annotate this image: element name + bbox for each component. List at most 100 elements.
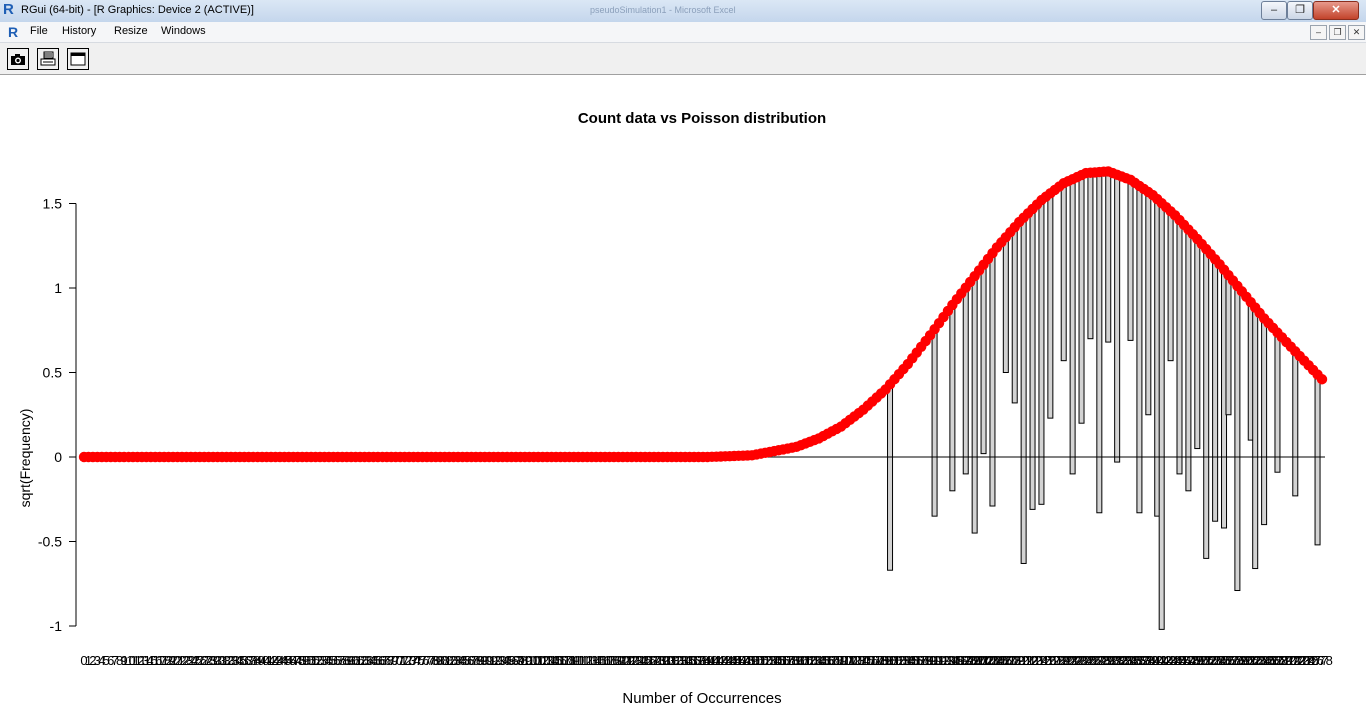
toolbar: [0, 43, 1366, 75]
x-tick-label: 90: [478, 653, 492, 668]
x-tick-label: 210: [1008, 653, 1030, 668]
x-tick-label: 265: [1253, 653, 1275, 668]
x-tick-label: 221: [1057, 653, 1079, 668]
y-tick-label: 0: [54, 449, 62, 465]
menu-history[interactable]: History: [62, 25, 97, 37]
x-tick-label: 253: [1200, 653, 1222, 668]
menu-resize[interactable]: Resize: [114, 25, 148, 37]
x-tick-label: 105: [541, 653, 563, 668]
menu-windows[interactable]: Windows: [161, 25, 206, 37]
x-tick-label: 230: [1097, 653, 1119, 668]
print-button[interactable]: [37, 48, 59, 70]
x-tick-label: 71: [393, 653, 407, 668]
x-tick-label: 3: [94, 653, 101, 668]
x-tick-label: 28: [201, 653, 215, 668]
x-tick-label: 231: [1102, 653, 1124, 668]
menu-file[interactable]: File: [30, 25, 48, 37]
x-tick-label: 198: [955, 653, 977, 668]
x-tick-label: 20: [166, 653, 180, 668]
x-tick-label: 76: [415, 653, 429, 668]
x-tick-label: 211: [1013, 653, 1034, 668]
x-tick-label: 136: [679, 653, 701, 668]
background-window-title: pseudoSimulation1 - Microsoft Excel: [590, 5, 736, 15]
x-tick-label: 268: [1267, 653, 1289, 668]
x-tick-label: 262: [1240, 653, 1262, 668]
x-tick-label: 154: [759, 653, 781, 668]
minimize-button[interactable]: –: [1261, 1, 1287, 20]
x-tick-label: 48: [291, 653, 305, 668]
x-tick-label: 5: [103, 653, 110, 668]
close-button[interactable]: ✕: [1313, 1, 1359, 20]
x-tick-label: 110: [563, 653, 584, 668]
mdi-restore-button[interactable]: ❐: [1329, 25, 1346, 40]
x-tick-label: 155: [763, 653, 785, 668]
observed-bar: [962, 287, 969, 475]
x-tick-label: 246: [1169, 653, 1191, 668]
observed-bars: [84, 170, 1325, 630]
observed-bar: [1212, 258, 1219, 522]
x-tick-label: 224: [1071, 653, 1093, 668]
copy-metafile-button[interactable]: [7, 48, 29, 70]
x-tick-label: 245: [1164, 653, 1186, 668]
x-tick-label: 49: [295, 653, 309, 668]
observed-bar: [1096, 171, 1103, 514]
x-tick-label: 45: [277, 653, 291, 668]
x-tick-label: 251: [1191, 653, 1213, 668]
r-document-icon[interactable]: R: [8, 24, 19, 40]
x-tick-label: 261: [1235, 653, 1257, 668]
x-tick-label: 275: [1298, 653, 1320, 668]
x-tick-label: 186: [901, 653, 923, 668]
x-tick-label: 190: [919, 653, 941, 668]
x-tick-label: 164: [803, 653, 825, 668]
x-tick-label: 61: [348, 653, 362, 668]
x-tick-label: 141: [701, 653, 723, 668]
x-tick-label: 156: [768, 653, 790, 668]
x-tick-label: 51: [304, 653, 318, 668]
observed-bar: [1292, 350, 1299, 497]
x-tick-label: 13: [135, 653, 149, 668]
x-tick-label: 96: [504, 653, 518, 668]
observed-bar: [989, 252, 996, 507]
x-tick-label: 218: [1044, 653, 1066, 668]
observed-bar: [1087, 172, 1094, 340]
maximize-button[interactable]: ❐: [1287, 1, 1313, 20]
y-axis: -1 -0.5 0 0.5 1 1.5: [38, 196, 77, 634]
x-tick-label: 248: [1178, 653, 1200, 668]
x-tick-label: 103: [532, 653, 554, 668]
x-tick-label: 255: [1209, 653, 1231, 668]
x-tick-label: 64: [362, 653, 376, 668]
x-tick-label: 83: [446, 653, 460, 668]
x-tick-label: 165: [808, 653, 830, 668]
x-tick-label: 149: [737, 653, 759, 668]
x-tick-label: 38: [246, 653, 260, 668]
x-tick-label: 178: [866, 653, 888, 668]
mdi-close-button[interactable]: ✕: [1348, 25, 1365, 40]
x-tick-label: 134: [670, 653, 692, 668]
observed-bar: [1127, 179, 1134, 341]
x-tick-label: 267: [1262, 653, 1284, 668]
x-tick-label: 6: [107, 653, 114, 668]
x-tick-label: 162: [795, 653, 817, 668]
x-tick-label: 258: [1222, 653, 1244, 668]
x-tick-label: 263: [1244, 653, 1266, 668]
mdi-minimize-button[interactable]: –: [1310, 25, 1327, 40]
x-tick-label: 203: [977, 653, 999, 668]
x-tick-label: 95: [500, 653, 514, 668]
window-title: RGui (64-bit) - [R Graphics: Device 2 (A…: [21, 4, 254, 16]
x-tick-label: 259: [1227, 653, 1249, 668]
x-tick-label: 159: [781, 653, 803, 668]
x-tick-label: 30: [210, 653, 224, 668]
new-window-button[interactable]: [67, 48, 89, 70]
x-tick-label: 274: [1293, 653, 1315, 668]
x-tick-label: 209: [1004, 653, 1026, 668]
x-tick-label: 52: [308, 653, 322, 668]
x-tick-label: 66: [371, 653, 385, 668]
x-tick-label: 234: [1115, 653, 1137, 668]
x-tick-label: 278: [1311, 653, 1333, 668]
x-tick-label: 130: [652, 653, 674, 668]
x-tick-label: 194: [937, 653, 959, 668]
x-tick-label: 138: [688, 653, 710, 668]
x-tick-label: 67: [375, 653, 389, 668]
x-tick-label: 269: [1271, 653, 1293, 668]
x-tick-label: 176: [857, 653, 879, 668]
